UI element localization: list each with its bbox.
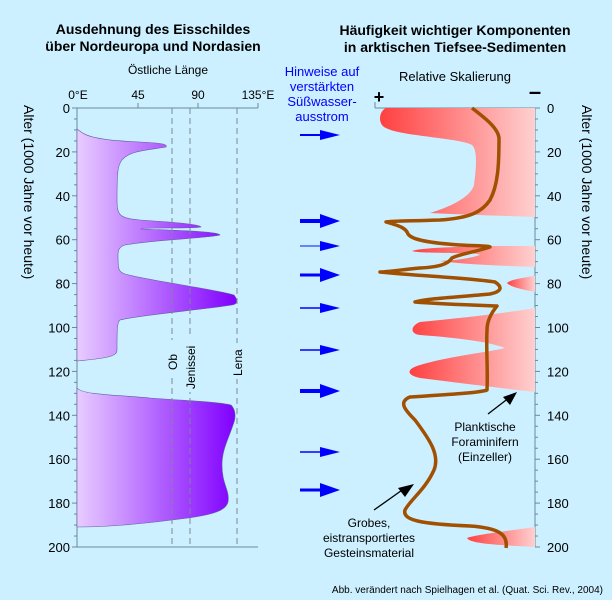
x-axis-label-left: Östliche Länge bbox=[128, 63, 208, 77]
arrow-shaft bbox=[300, 219, 322, 223]
y-tick-label: 100 bbox=[547, 321, 569, 336]
right-title-2: in arktischen Tiefsee-Sedimenten bbox=[344, 39, 566, 55]
arrows-title: Hinweise auf verstärkten Süßwasser- auss… bbox=[285, 64, 360, 124]
foram-annotation: Planktische Foraminifern (Einzeller) bbox=[451, 420, 518, 464]
y-tick-label: 180 bbox=[48, 496, 70, 511]
arrows-title-4: ausstrom bbox=[295, 109, 348, 124]
grobes-annotation-1: Grobes, bbox=[348, 516, 391, 530]
foram-peak bbox=[467, 527, 535, 547]
foram-annotation-2: Foraminifern bbox=[451, 435, 518, 449]
grobes-annotation-2: eistransportiertes bbox=[323, 531, 415, 545]
arrow-right-icon bbox=[320, 384, 340, 398]
arrow-right-icon bbox=[320, 345, 340, 355]
y-axis-label-left: Alter (1000 Jahre vor heute) bbox=[21, 105, 37, 279]
foram-annotation-1: Planktische bbox=[454, 420, 516, 434]
x-ticks-left: 0°E 45 90 135°E bbox=[68, 88, 274, 102]
grobes-annotation-3: Gesteinsmaterial bbox=[324, 546, 414, 560]
y-tick-label: 120 bbox=[48, 364, 70, 379]
x-tick: 0°E bbox=[68, 88, 87, 102]
y-tick-label: 140 bbox=[48, 408, 70, 423]
arrow-shaft bbox=[300, 349, 322, 351]
arrow-shaft bbox=[300, 488, 322, 492]
x-tick: 90 bbox=[191, 88, 205, 102]
y-tick-label: 160 bbox=[48, 452, 70, 467]
ice-rafted-debris-line bbox=[378, 106, 509, 549]
arrow-right-icon bbox=[320, 268, 340, 282]
y-tick-label: 60 bbox=[547, 233, 561, 248]
arrow-shaft bbox=[300, 245, 322, 247]
y-tick-label: 200 bbox=[547, 540, 569, 555]
river-label-jenissei: Jenissei bbox=[184, 346, 198, 389]
y-tick-label: 120 bbox=[547, 364, 569, 379]
y-tick-label: 100 bbox=[48, 321, 70, 336]
y-tick-label: 20 bbox=[56, 145, 70, 160]
grobes-annotation: Grobes, eistransportiertes Gesteinsmater… bbox=[323, 516, 415, 560]
grobes-pointer bbox=[373, 487, 406, 511]
ice-sheet-area-1 bbox=[76, 128, 238, 362]
river-label-ob: Ob bbox=[166, 354, 180, 370]
foram-peak bbox=[412, 246, 535, 267]
y-tick-label: 40 bbox=[547, 189, 561, 204]
right-title-1: Häufigkeit wichtiger Komponenten bbox=[339, 22, 570, 38]
y-tick-label: 0 bbox=[63, 101, 70, 116]
arrows-title-1: Hinweise auf bbox=[285, 64, 360, 79]
y-tick-label: 80 bbox=[56, 277, 70, 292]
foram-peak bbox=[409, 308, 535, 392]
y-tick-label: 20 bbox=[547, 145, 561, 160]
river-lines bbox=[171, 108, 238, 547]
footer-credit: Abb. verändert nach Spielhagen et al. (Q… bbox=[332, 585, 603, 596]
y-tick-label: 140 bbox=[547, 408, 569, 423]
freshwater-arrows bbox=[300, 130, 340, 497]
y-tick-label: 80 bbox=[547, 277, 561, 292]
arrow-shaft bbox=[300, 307, 322, 309]
foram-peak bbox=[380, 108, 535, 217]
arrow-shaft bbox=[300, 451, 322, 453]
river-label-lena: Lena bbox=[231, 349, 245, 376]
x-tick: 135°E bbox=[242, 88, 275, 102]
y-tick-label: 200 bbox=[48, 540, 70, 555]
y-tick-label: 180 bbox=[547, 496, 569, 511]
x-axis-label-right: Relative Skalierung bbox=[399, 69, 511, 84]
arrows-title-2: verstärkten bbox=[290, 79, 354, 94]
arrow-right-icon bbox=[320, 483, 340, 497]
arrow-shaft bbox=[300, 389, 322, 393]
arrow-right-icon bbox=[320, 130, 340, 140]
arrow-shaft bbox=[300, 134, 322, 136]
plus-label: + bbox=[374, 87, 385, 107]
y-tick-label: 0 bbox=[547, 101, 554, 116]
arrow-shaft bbox=[300, 273, 322, 277]
arrow-right-icon bbox=[320, 214, 340, 228]
y-tick-label: 60 bbox=[56, 233, 70, 248]
foram-annotation-3: (Einzeller) bbox=[458, 450, 512, 464]
left-y-ticks bbox=[72, 107, 77, 548]
right-y-ticks bbox=[535, 107, 540, 548]
left-title-1: Ausdehnung des Eisschildes bbox=[56, 21, 251, 37]
left-title-2: über Nordeuropa und Nordasien bbox=[45, 38, 260, 54]
left-y-tick-labels: 0 20 40 60 80 100 120 140 160 180 200 bbox=[48, 101, 70, 555]
arrow-right-icon bbox=[320, 303, 340, 313]
arrow-right-icon bbox=[320, 447, 340, 457]
y-axis-label-right: Alter (1000 Jahre vor heute) bbox=[579, 105, 595, 279]
y-tick-label: 160 bbox=[547, 452, 569, 467]
foraminifera-areas bbox=[380, 108, 535, 547]
foram-peak bbox=[507, 276, 535, 292]
y-tick-label: 40 bbox=[56, 189, 70, 204]
arrow-right-icon bbox=[320, 241, 340, 251]
arrowhead-icon bbox=[503, 392, 517, 405]
arrows-title-3: Süßwasser- bbox=[287, 94, 356, 109]
minus-label: – bbox=[529, 79, 541, 104]
ice-sheet-area-2 bbox=[76, 387, 236, 528]
arrowhead-icon bbox=[398, 484, 414, 497]
x-tick: 45 bbox=[131, 88, 145, 102]
right-y-tick-labels: 0 20 40 60 80 100 120 140 160 180 200 bbox=[547, 101, 569, 555]
